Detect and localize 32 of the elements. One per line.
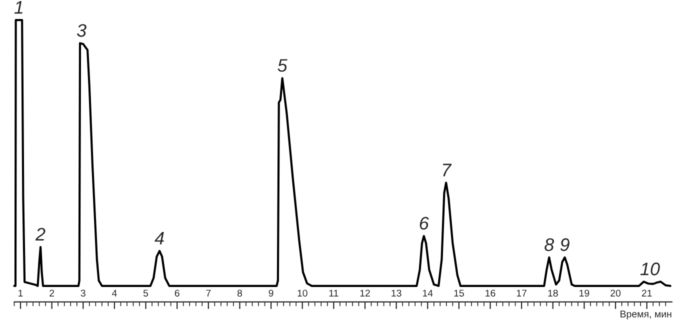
x-tick-label: 21 xyxy=(642,290,652,297)
x-tick-label: 11 xyxy=(329,290,338,297)
x-tick-label: 6 xyxy=(174,290,180,297)
x-tick-label: 18 xyxy=(548,290,558,297)
x-tick-label: 16 xyxy=(486,290,496,297)
annotation: 5 xyxy=(278,59,288,72)
annotation: 1 xyxy=(14,1,22,14)
x-tick-label: 4 xyxy=(112,290,117,297)
x-tick-label: 7 xyxy=(206,290,211,297)
x-tick-label: 2 xyxy=(50,290,54,297)
x-tick-label: 14 xyxy=(422,290,433,297)
x-tick-label: 15 xyxy=(454,290,464,297)
x-tick-label: 9 xyxy=(268,290,274,297)
x-tick-label: 10 xyxy=(298,290,308,297)
annotation: 4 xyxy=(154,232,164,244)
x-tick-label: 13 xyxy=(392,290,402,297)
annotation: 2 xyxy=(35,228,46,240)
annotation: 7 xyxy=(442,164,452,176)
x-axis-title: Время, мин xyxy=(620,310,672,320)
x-tick-label: 1 xyxy=(18,290,23,297)
x-tick-label: 20 xyxy=(610,290,621,297)
x-tick-label: 19 xyxy=(580,290,590,297)
x-tick-label: 17 xyxy=(516,290,526,297)
x-tick-label: 3 xyxy=(80,290,86,297)
x-tick-label: 12 xyxy=(360,290,370,297)
annotation: 6 xyxy=(420,216,429,230)
annotation: 10 xyxy=(640,262,660,276)
annotation: 8 xyxy=(544,238,554,252)
x-tick-label: 5 xyxy=(143,290,148,297)
annotation: 9 xyxy=(560,238,570,252)
x-tick-label: 8 xyxy=(237,290,242,297)
annotation: 3 xyxy=(76,24,86,37)
